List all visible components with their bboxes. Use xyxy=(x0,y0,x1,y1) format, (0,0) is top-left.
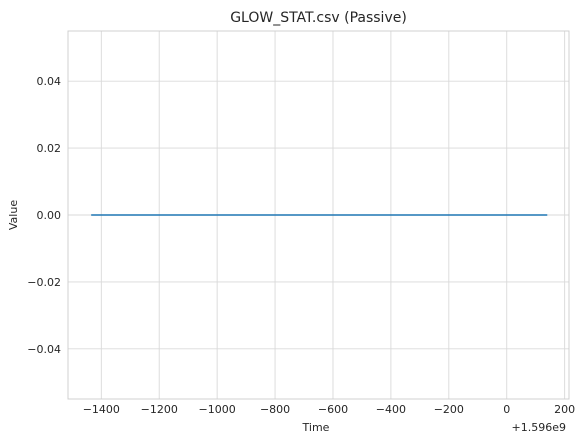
x-tick-label: −1000 xyxy=(199,403,236,416)
y-tick-label: −0.04 xyxy=(27,343,61,356)
x-axis-ticks: −1400 −1200 −1000 −800 −600 −400 −200 0 200 xyxy=(83,403,575,416)
y-axis-ticks: −0.04 −0.02 0.00 0.02 0.04 xyxy=(27,75,61,356)
y-tick-label: 0.04 xyxy=(37,75,62,88)
x-tick-label: −800 xyxy=(260,403,290,416)
x-tick-label: −600 xyxy=(318,403,348,416)
x-tick-label: −400 xyxy=(376,403,406,416)
y-tick-label: −0.02 xyxy=(27,276,61,289)
x-tick-label: −200 xyxy=(434,403,464,416)
y-tick-label: 0.02 xyxy=(37,142,62,155)
x-tick-label: −1400 xyxy=(83,403,120,416)
x-axis-label: Time xyxy=(302,421,330,434)
plot-frame xyxy=(67,30,570,400)
chart-title: GLOW_STAT.csv (Passive) xyxy=(230,10,407,26)
y-tick-label: 0.00 xyxy=(37,209,62,222)
x-tick-label: 0 xyxy=(503,403,510,416)
y-axis-label: Value xyxy=(7,200,20,230)
x-offset-label: +1.596e9 xyxy=(512,421,566,434)
x-tick-label: 200 xyxy=(554,403,575,416)
x-tick-label: −1200 xyxy=(141,403,178,416)
